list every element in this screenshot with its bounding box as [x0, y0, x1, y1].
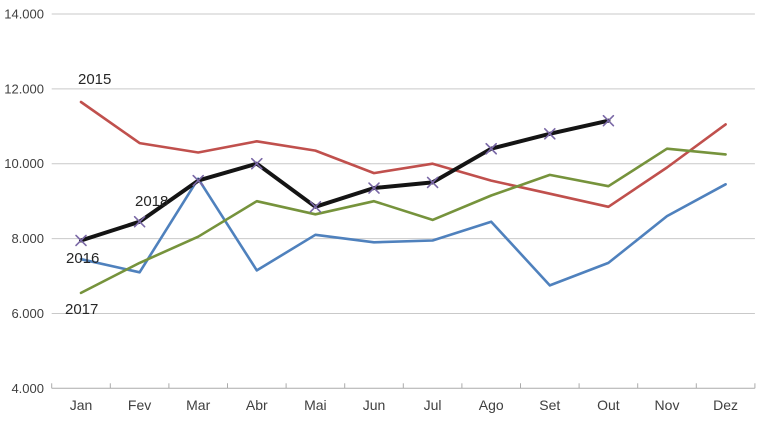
y-axis-tick-label: 14.000 — [4, 7, 44, 22]
x-axis-label: Jun — [363, 397, 386, 413]
marker-x-icon — [426, 176, 439, 189]
x-axis-label: Abr — [246, 397, 268, 413]
y-axis-tick-label: 4.000 — [11, 381, 44, 396]
marker-x-icon — [485, 142, 498, 155]
marker-x-icon — [75, 234, 87, 247]
series-line-2015 — [79, 100, 727, 209]
x-axis-label: Out — [597, 397, 620, 413]
y-axis-tick-label: 6.000 — [11, 306, 44, 321]
x-axis-label: Dez — [713, 397, 738, 413]
x-axis-label: Mai — [304, 397, 327, 413]
y-axis-tick-label: 10.000 — [4, 156, 44, 171]
x-axis-label: Fev — [128, 397, 151, 413]
marker-x-icon — [192, 174, 204, 187]
x-axis-label: Set — [539, 397, 560, 413]
series-label-2015: 2015 — [78, 71, 112, 88]
y-axis-tick-label: 12.000 — [4, 81, 44, 96]
marker-x-icon — [309, 200, 322, 213]
marker-x-icon — [251, 157, 263, 170]
series-markers-2018 — [75, 114, 615, 247]
series-line-2017 — [79, 147, 727, 295]
marker-x-icon — [543, 127, 556, 140]
series-line-2016 — [79, 177, 727, 287]
marker-x-icon — [602, 114, 615, 127]
x-axis-label: Mar — [186, 397, 210, 413]
series-label-2017: 2017 — [65, 301, 99, 318]
series-line-2018 — [79, 118, 611, 243]
y-axis-tick-label: 8.000 — [11, 231, 44, 246]
series-label-2018: 2018 — [135, 193, 169, 210]
marker-x-icon — [133, 215, 146, 228]
series-label-2016: 2016 — [66, 250, 100, 267]
x-axis-label: Nov — [655, 397, 680, 413]
marker-x-icon — [368, 182, 380, 194]
x-axis-label: Jul — [424, 397, 442, 413]
x-axis-label: Ago — [479, 397, 504, 413]
x-axis-label: Jan — [70, 397, 93, 413]
